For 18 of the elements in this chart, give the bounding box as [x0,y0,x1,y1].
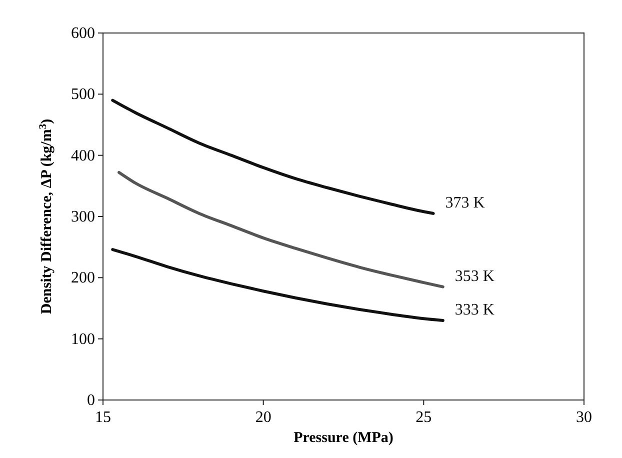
line-series [111,248,444,322]
series-label: 373 K [445,194,486,212]
line-series [118,170,444,288]
line-series [111,98,435,215]
y-tick-label: 0 [87,392,95,409]
y-tick-label: 400 [71,147,95,164]
x-tick-label: 20 [255,409,272,426]
y-tick-label: 500 [71,86,95,104]
y-tick-label: 200 [71,270,95,287]
x-tick-label: 30 [576,409,592,426]
series-label: 333 K [454,301,495,318]
series-label: 353 K [454,268,495,285]
x-tick-label: 25 [416,409,432,426]
y-tick-label: 100 [71,330,95,348]
x-axis-title: Pressure (MPa) [294,430,394,446]
y-tick-label: 600 [71,25,95,42]
x-tick-label: 15 [95,409,111,426]
y-tick-label: 300 [71,208,95,226]
